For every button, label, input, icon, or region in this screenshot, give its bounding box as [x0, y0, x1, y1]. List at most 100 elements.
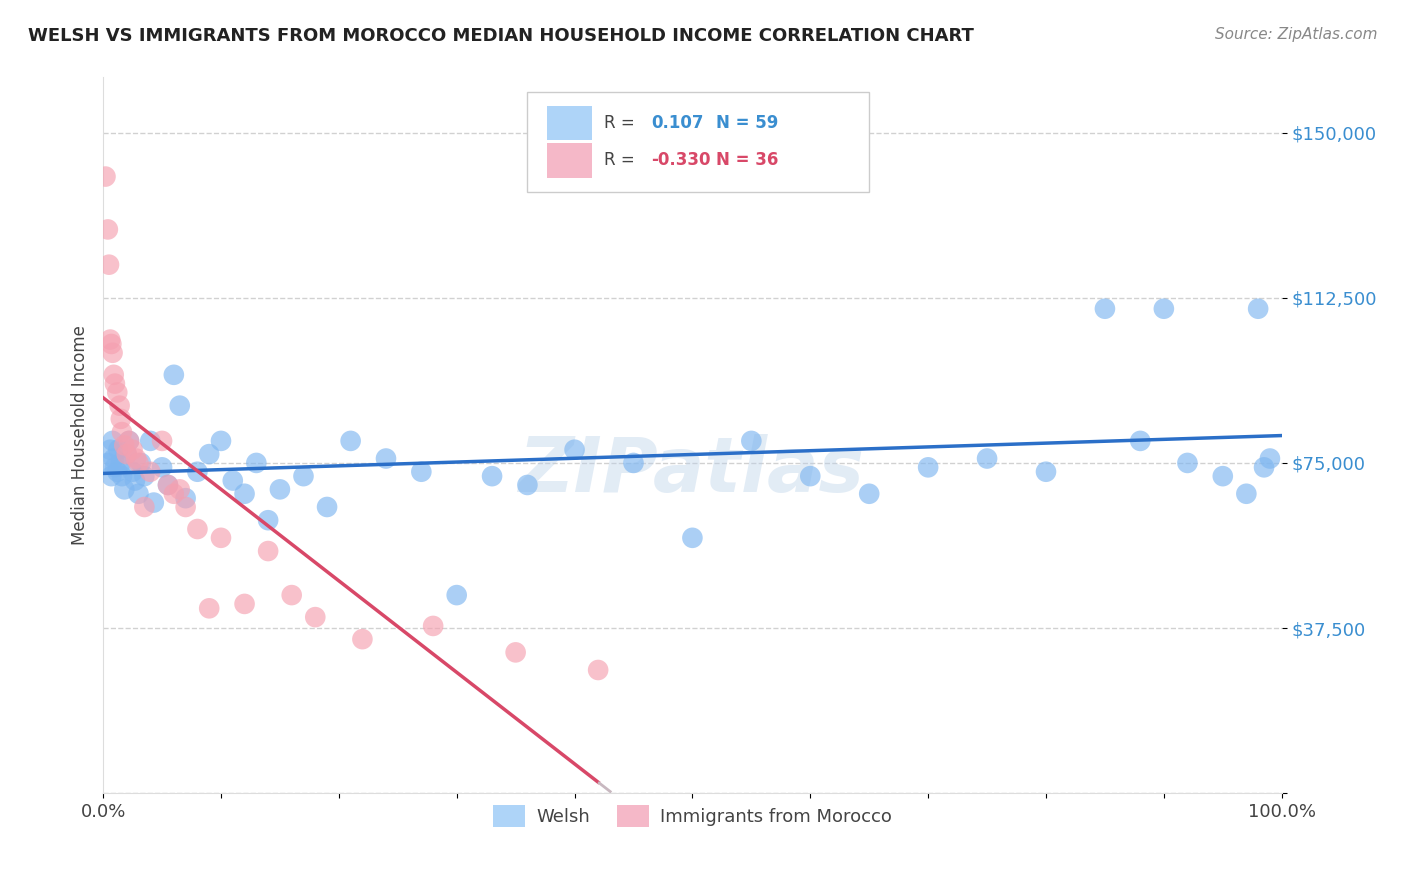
Point — [292, 469, 315, 483]
Text: R =: R = — [605, 152, 640, 169]
Point — [112, 483, 135, 497]
Point — [174, 500, 197, 514]
Point — [280, 588, 302, 602]
Point — [100, 469, 122, 483]
Point — [156, 478, 179, 492]
Point — [107, 442, 129, 457]
Point — [1212, 469, 1234, 483]
Point — [108, 399, 131, 413]
Point — [110, 412, 132, 426]
Point — [564, 442, 586, 457]
Point — [103, 451, 125, 466]
Point — [97, 222, 120, 236]
Point — [129, 456, 152, 470]
Point — [740, 434, 762, 448]
Point — [516, 478, 538, 492]
FancyBboxPatch shape — [527, 92, 869, 192]
Point — [156, 478, 179, 492]
Point — [1234, 487, 1257, 501]
Point — [174, 491, 197, 505]
Point — [505, 645, 527, 659]
Point — [257, 513, 280, 527]
Point — [186, 522, 208, 536]
Point — [139, 465, 162, 479]
Point — [1247, 301, 1270, 316]
Point — [304, 610, 326, 624]
Point — [169, 483, 191, 497]
Text: Source: ZipAtlas.com: Source: ZipAtlas.com — [1215, 27, 1378, 42]
Point — [1253, 460, 1275, 475]
Point — [186, 465, 208, 479]
Point — [1258, 451, 1281, 466]
Point — [150, 434, 173, 448]
Point — [1177, 456, 1199, 470]
Point — [245, 456, 267, 470]
Point — [858, 487, 880, 501]
Point — [98, 442, 121, 457]
Point — [976, 451, 998, 466]
Point — [150, 460, 173, 475]
Point — [127, 487, 149, 501]
Point — [339, 434, 361, 448]
Legend: Welsh, Immigrants from Morocco: Welsh, Immigrants from Morocco — [485, 798, 900, 834]
Point — [101, 434, 124, 448]
Point — [222, 474, 245, 488]
Text: N = 36: N = 36 — [716, 152, 779, 169]
Point — [118, 434, 141, 448]
Point — [101, 346, 124, 360]
Text: N = 59: N = 59 — [716, 114, 779, 132]
Point — [623, 456, 645, 470]
Point — [115, 447, 138, 461]
Point — [98, 333, 121, 347]
Point — [94, 169, 117, 184]
Point — [125, 451, 148, 466]
Point — [257, 544, 280, 558]
Point — [799, 469, 821, 483]
Point — [1129, 434, 1152, 448]
Point — [446, 588, 468, 602]
Point — [198, 447, 221, 461]
Point — [209, 434, 232, 448]
Point — [163, 368, 186, 382]
Point — [422, 619, 444, 633]
Text: -0.330: -0.330 — [651, 152, 710, 169]
Point — [375, 451, 398, 466]
Point — [112, 438, 135, 452]
Point — [134, 469, 156, 483]
Point — [121, 442, 143, 457]
Point — [111, 425, 134, 439]
Point — [104, 460, 127, 475]
Point — [115, 447, 138, 461]
Point — [169, 399, 191, 413]
Point — [917, 460, 939, 475]
Point — [103, 368, 125, 382]
Text: ZIPatlas: ZIPatlas — [519, 434, 866, 508]
Text: 0.107: 0.107 — [651, 114, 703, 132]
Point — [481, 469, 503, 483]
Point — [139, 434, 162, 448]
Point — [198, 601, 221, 615]
Text: R =: R = — [605, 114, 640, 132]
Y-axis label: Median Household Income: Median Household Income — [72, 326, 89, 545]
Point — [97, 456, 120, 470]
Text: WELSH VS IMMIGRANTS FROM MOROCCO MEDIAN HOUSEHOLD INCOME CORRELATION CHART: WELSH VS IMMIGRANTS FROM MOROCCO MEDIAN … — [28, 27, 974, 45]
Point — [142, 495, 165, 509]
Point — [233, 487, 256, 501]
Point — [100, 337, 122, 351]
Point — [233, 597, 256, 611]
Point — [586, 663, 609, 677]
Point — [127, 456, 149, 470]
Point — [124, 474, 146, 488]
Point — [352, 632, 374, 647]
Point — [1094, 301, 1116, 316]
Point — [118, 434, 141, 448]
Point — [111, 469, 134, 483]
Point — [163, 487, 186, 501]
Point — [316, 500, 339, 514]
Point — [104, 376, 127, 391]
Point — [105, 465, 128, 479]
Point — [1153, 301, 1175, 316]
Point — [209, 531, 232, 545]
Point — [121, 465, 143, 479]
Point — [105, 385, 128, 400]
